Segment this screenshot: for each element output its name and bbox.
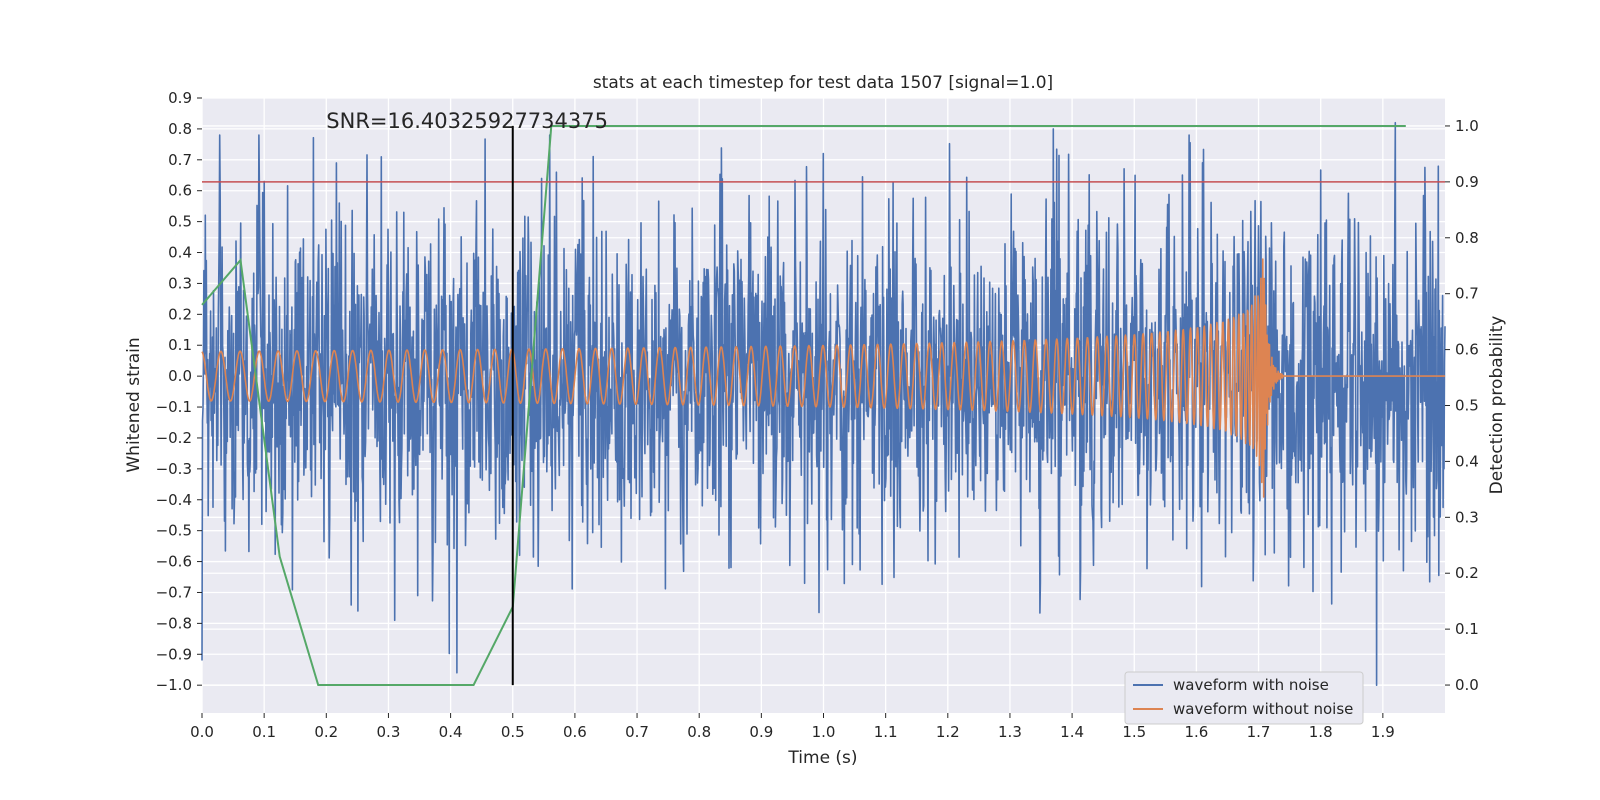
x-tick-label: 1.5 bbox=[1122, 723, 1146, 741]
x-tick-label: 1.3 bbox=[998, 723, 1022, 741]
tick-labels: 0.0 0.1 0.2 0.3 0.4 0.5 0.6 0.7 0.8 0.9 1.0 1.1 1.2 1… bbox=[156, 89, 1479, 741]
x-tick-label: 0.3 bbox=[377, 723, 401, 741]
legend-box bbox=[1124, 671, 1364, 725]
x-tick-label: 1.6 bbox=[1184, 723, 1208, 741]
x-tick-label: 1.2 bbox=[936, 723, 960, 741]
y-tick-label-right: 0.3 bbox=[1455, 508, 1479, 526]
y-tick-label-right: 0.9 bbox=[1455, 173, 1479, 191]
x-tick-label: 1.1 bbox=[874, 723, 898, 741]
y-tick-label-right: 0.4 bbox=[1455, 452, 1479, 470]
series-detection-probability bbox=[201, 125, 1406, 686]
y-tick-label-left: 0.1 bbox=[168, 336, 192, 354]
x-tick-label: 1.8 bbox=[1309, 723, 1333, 741]
overlay-layer bbox=[202, 125, 1445, 686]
y-tick-label-left: 0.2 bbox=[168, 305, 192, 323]
x-tick-label: 0.2 bbox=[314, 723, 338, 741]
y-tick-label-right: 1.0 bbox=[1455, 117, 1479, 135]
y-tick-label-left: 0.5 bbox=[168, 213, 192, 231]
x-axis-label: Time (s) bbox=[787, 748, 857, 768]
y-tick-label-left: 0.7 bbox=[168, 151, 192, 169]
y-tick-label-left: −0.1 bbox=[156, 398, 192, 416]
legend-label-clean: waveform without noise bbox=[1173, 700, 1353, 718]
legend: waveform with noise waveform without noi… bbox=[1124, 671, 1364, 725]
y-tick-label-left: −0.6 bbox=[156, 553, 192, 571]
y-axis-label-right: Detection probability bbox=[1487, 316, 1507, 495]
x-tick-label: 1.9 bbox=[1371, 723, 1395, 741]
series-waveform-without-noise bbox=[201, 258, 1446, 498]
y-tick-label-left: 0.9 bbox=[168, 89, 192, 107]
y-tick-label-left: −0.8 bbox=[156, 614, 192, 632]
x-tick-label: 0.4 bbox=[439, 723, 463, 741]
y-tick-label-right: 0.5 bbox=[1455, 397, 1479, 415]
y-tick-label-right: 0.1 bbox=[1455, 620, 1479, 638]
y-tick-label-right: 0.0 bbox=[1455, 676, 1479, 694]
y-tick-label-left: −0.9 bbox=[156, 645, 192, 663]
series-layer bbox=[201, 121, 1446, 686]
snr-annotation: SNR=16.40325927734375 bbox=[326, 109, 608, 133]
y-tick-label-left: −0.4 bbox=[156, 491, 192, 509]
y-tick-label-left: 0.6 bbox=[168, 182, 192, 200]
legend-label-noisy: waveform with noise bbox=[1173, 676, 1329, 694]
x-tick-label: 0.6 bbox=[563, 723, 587, 741]
y-tick-label-right: 0.2 bbox=[1455, 564, 1479, 582]
y-tick-label-left: −0.7 bbox=[156, 583, 192, 601]
y-tick-label-left: 0.8 bbox=[168, 120, 192, 138]
x-tick-label: 0.5 bbox=[501, 723, 525, 741]
y-axis-label-left: Whitened strain bbox=[124, 337, 144, 472]
y-tick-label-left: 0.4 bbox=[168, 244, 192, 262]
x-tick-label: 1.4 bbox=[1060, 723, 1084, 741]
y-tick-label-left: 0.3 bbox=[168, 274, 192, 292]
chart-title: stats at each timestep for test data 150… bbox=[593, 73, 1053, 93]
y-tick-label-right: 0.6 bbox=[1455, 341, 1479, 359]
y-tick-label-left: −0.5 bbox=[156, 522, 192, 540]
y-tick-label-left: 0.0 bbox=[168, 367, 192, 385]
y-tick-label-left: −0.3 bbox=[156, 460, 192, 478]
x-tick-label: 0.9 bbox=[749, 723, 773, 741]
x-tick-label: 0.1 bbox=[252, 723, 276, 741]
x-tick-label: 0.0 bbox=[190, 723, 214, 741]
x-tick-label: 1.7 bbox=[1247, 723, 1271, 741]
y-tick-label-right: 0.7 bbox=[1455, 285, 1479, 303]
y-tick-label-right: 0.8 bbox=[1455, 229, 1479, 247]
x-tick-label: 0.7 bbox=[625, 723, 649, 741]
y-tick-label-left: −1.0 bbox=[156, 676, 192, 694]
y-tick-label-left: −0.2 bbox=[156, 429, 192, 447]
x-tick-label: 0.8 bbox=[687, 723, 711, 741]
x-tick-label: 1.0 bbox=[812, 723, 836, 741]
